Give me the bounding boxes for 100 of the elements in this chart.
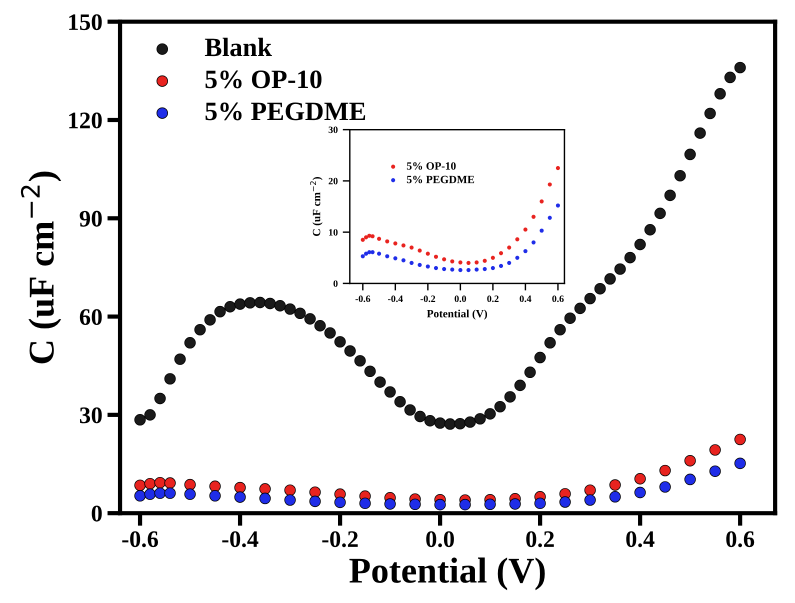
point	[370, 234, 375, 238]
point	[559, 496, 571, 508]
y-tick-label: 30	[328, 126, 338, 134]
point	[154, 476, 166, 488]
point	[209, 480, 221, 492]
point	[474, 268, 479, 272]
x-tick-label: 0.0	[454, 295, 466, 302]
point	[609, 479, 621, 491]
point	[459, 498, 471, 510]
legend-label: 5% PEGDME	[206, 102, 366, 120]
x-tick-label: 0.4	[626, 531, 654, 548]
point	[259, 483, 271, 495]
point	[734, 458, 746, 470]
point	[384, 498, 396, 510]
point	[584, 494, 596, 506]
x-tick-label: 0.2	[526, 531, 554, 548]
point	[498, 251, 504, 256]
point	[609, 491, 621, 502]
point	[184, 478, 196, 490]
y-axis-title: C (uF cm$^{−2}$)	[310, 177, 323, 236]
y-tick-label: 150	[69, 14, 102, 30]
point	[466, 268, 471, 272]
point	[556, 166, 560, 170]
point	[259, 492, 271, 504]
point	[634, 473, 646, 484]
point	[734, 434, 746, 446]
point	[284, 484, 296, 496]
x-tick-label: -0.2	[420, 295, 436, 302]
y-tick-label: 120	[69, 112, 102, 128]
point	[370, 250, 375, 254]
point	[434, 266, 438, 270]
y-tick-label: 30	[80, 407, 102, 424]
point	[523, 228, 528, 232]
point	[490, 266, 495, 270]
point	[474, 260, 479, 264]
point	[134, 490, 146, 502]
x-tick-label: -0.6	[355, 295, 370, 302]
point	[409, 498, 421, 510]
x-axis-title: Potential (V)	[349, 557, 545, 590]
point	[410, 245, 414, 250]
point	[393, 256, 398, 260]
x-tick-label: 0.6	[726, 531, 754, 548]
point	[507, 260, 512, 265]
point	[509, 498, 521, 510]
point	[490, 256, 495, 260]
point	[154, 487, 166, 499]
legend-label: 5% PEGDME	[406, 176, 474, 184]
point	[482, 267, 487, 272]
point	[184, 488, 196, 500]
y-tick-label: 0	[92, 506, 102, 522]
y-tick-label: 60	[80, 309, 102, 325]
point	[426, 264, 430, 269]
point	[684, 455, 696, 466]
point	[401, 258, 406, 262]
point	[484, 498, 496, 510]
point	[434, 254, 438, 259]
point	[360, 238, 365, 242]
point	[410, 260, 414, 265]
point	[385, 254, 390, 258]
point	[534, 498, 546, 510]
y-tick-label: 90	[80, 210, 102, 227]
point	[450, 268, 454, 272]
point	[540, 199, 544, 204]
point	[334, 496, 346, 508]
point	[426, 252, 430, 256]
point	[634, 486, 646, 498]
point	[548, 216, 552, 220]
point	[360, 254, 365, 258]
point	[284, 494, 296, 506]
point	[442, 257, 446, 262]
point	[234, 491, 246, 503]
point	[515, 237, 520, 242]
x-tick-label: 0.2	[487, 295, 499, 302]
point	[164, 487, 176, 499]
legend-label: 5% OP-10	[206, 70, 322, 88]
point	[359, 498, 371, 510]
x-tick-label: -0.4	[222, 531, 258, 548]
point	[144, 478, 156, 490]
point	[209, 490, 221, 502]
y-tick-label: 20	[328, 178, 338, 184]
point	[556, 203, 560, 208]
point	[482, 258, 487, 263]
point	[364, 235, 368, 240]
x-tick-label: -0.2	[322, 531, 358, 548]
y-tick-label: 10	[329, 229, 338, 236]
point	[584, 484, 596, 496]
point	[498, 264, 504, 268]
point	[523, 249, 528, 254]
point	[458, 260, 462, 264]
point	[401, 243, 406, 248]
legend-label: 5% OP-10	[406, 162, 456, 170]
point	[234, 482, 246, 494]
point	[377, 236, 382, 241]
point	[507, 245, 512, 250]
point	[532, 240, 536, 244]
point	[164, 477, 176, 489]
point	[144, 488, 156, 500]
point	[515, 256, 520, 260]
legend-label: Blank	[204, 38, 272, 56]
y-tick-label: 0	[334, 280, 338, 287]
